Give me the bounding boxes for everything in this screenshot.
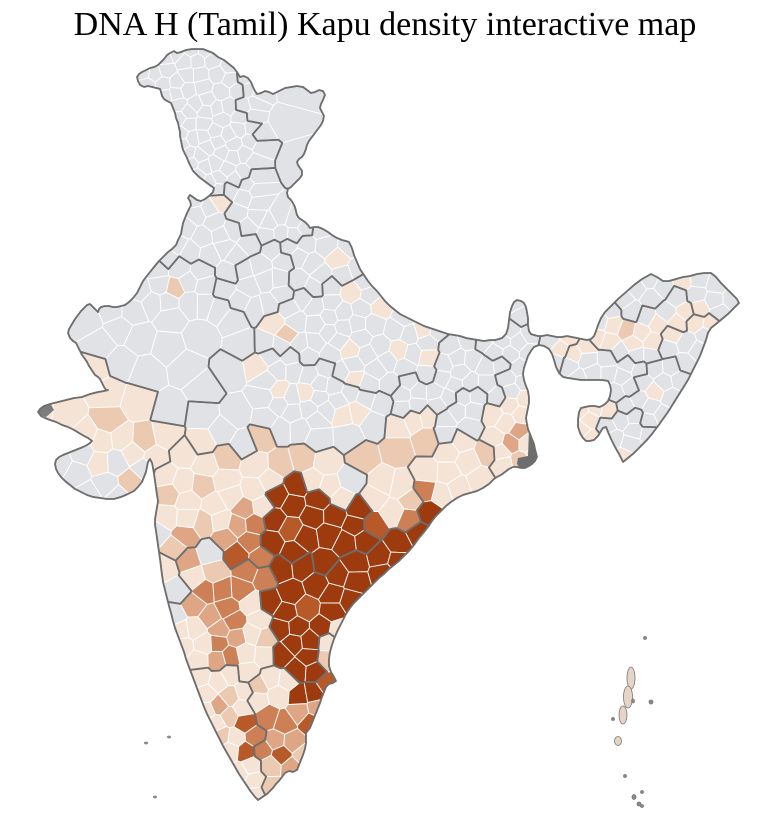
svg-text:DNA H (Tamil) Kapu density int: DNA H (Tamil) Kapu density interactive m… xyxy=(74,6,697,43)
